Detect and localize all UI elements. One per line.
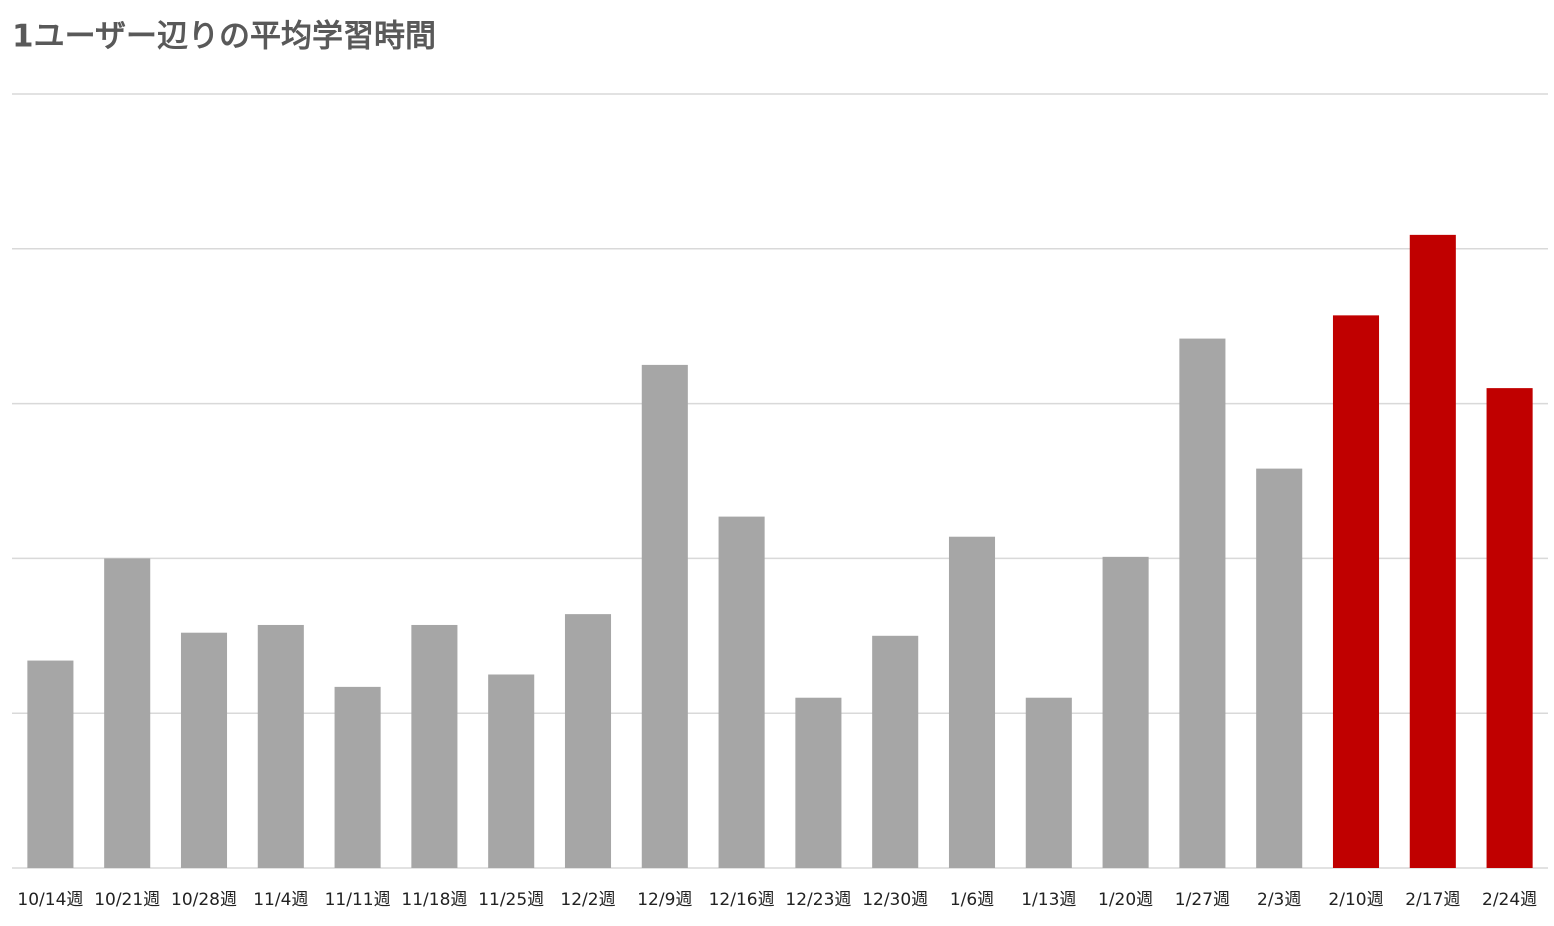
bar <box>1332 315 1380 868</box>
x-tick-label: 1/6週 <box>950 890 994 910</box>
bar <box>872 635 919 868</box>
x-tick-label: 2/3週 <box>1257 890 1301 910</box>
bar <box>1179 338 1226 869</box>
bar <box>795 697 842 868</box>
bar <box>27 660 74 868</box>
x-tick-label: 2/17週 <box>1405 890 1460 910</box>
bar <box>1102 556 1149 868</box>
x-tick-label: 1/13週 <box>1021 890 1076 910</box>
x-tick-label: 1/27週 <box>1175 890 1230 910</box>
x-tick-label: 11/25週 <box>478 890 544 910</box>
bar <box>948 536 996 868</box>
x-tick-label: 12/16週 <box>709 890 775 910</box>
x-tick-label: 10/21週 <box>94 890 160 910</box>
bar <box>334 686 381 868</box>
x-tick-label: 12/23週 <box>785 890 851 910</box>
x-tick-label: 11/18週 <box>401 890 467 910</box>
bar <box>488 674 535 868</box>
x-tick-label: 12/9週 <box>637 890 692 910</box>
x-tick-label: 2/10週 <box>1328 890 1383 910</box>
x-tick-label: 12/30週 <box>862 890 928 910</box>
bar <box>257 624 304 868</box>
bar <box>564 614 612 868</box>
bar <box>1486 388 1533 868</box>
x-tick-label: 10/14週 <box>17 890 83 910</box>
x-tick-label: 11/11週 <box>325 890 391 910</box>
bar <box>411 624 458 868</box>
bar <box>718 516 765 868</box>
x-tick-label: 1/20週 <box>1098 890 1153 910</box>
x-tick-label: 11/4週 <box>253 890 308 910</box>
x-tick-label: 12/2週 <box>560 890 615 910</box>
bar <box>1025 697 1072 868</box>
x-tick-label: 2/24週 <box>1482 890 1537 910</box>
bar <box>104 558 151 868</box>
bar <box>180 632 228 868</box>
x-tick-label: 10/28週 <box>171 890 237 910</box>
chart-title: 1ユーザー辺りの平均学習時間 <box>12 19 436 55</box>
bar <box>1409 234 1456 869</box>
bar <box>1256 468 1303 868</box>
bar <box>641 364 688 868</box>
